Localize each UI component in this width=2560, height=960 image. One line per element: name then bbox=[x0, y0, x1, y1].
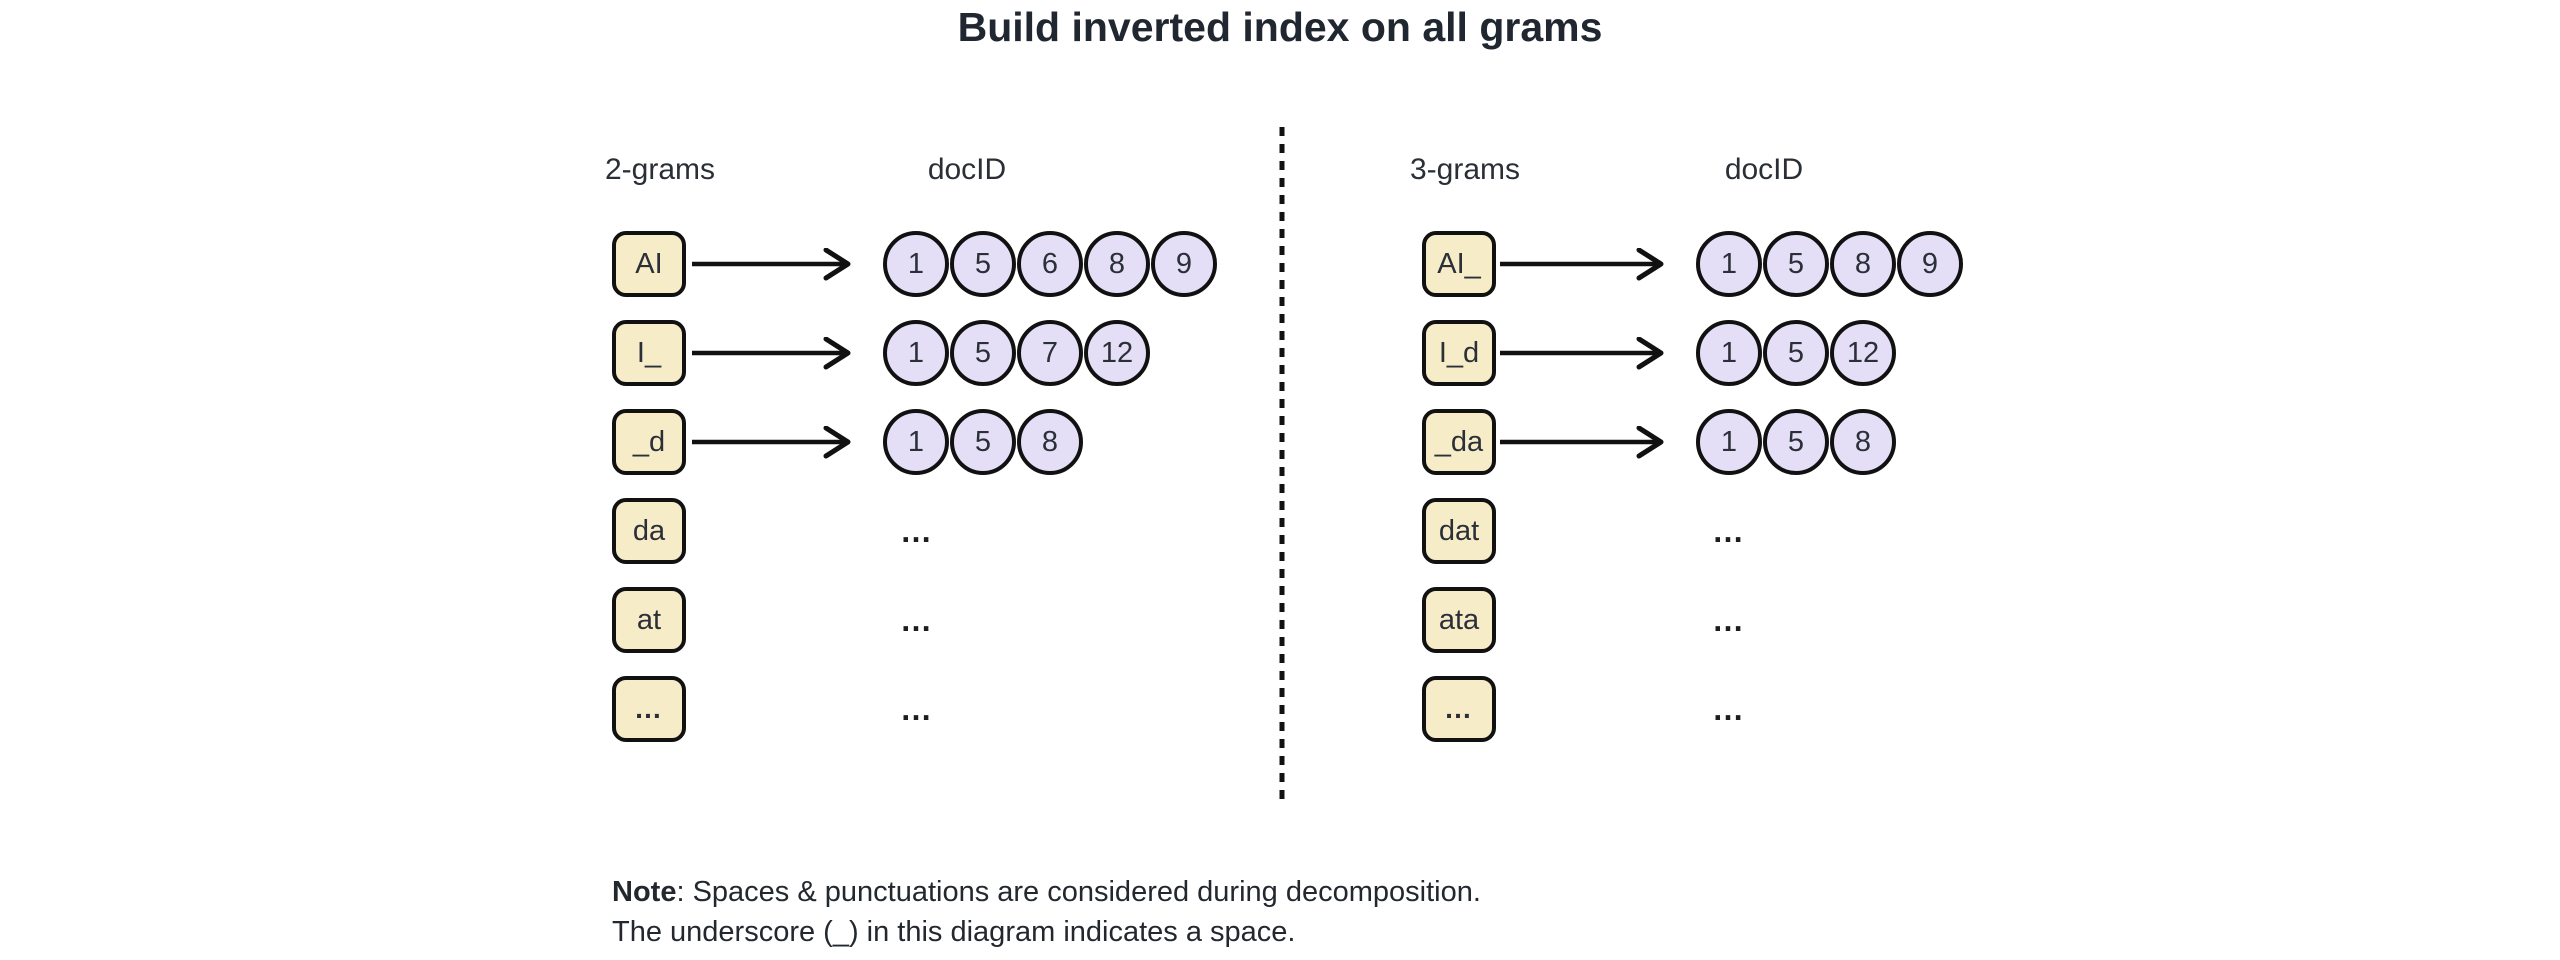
right-gram-box-4: ata bbox=[1422, 587, 1496, 653]
right-docid-ellipsis-4: … bbox=[1712, 602, 1746, 638]
left-docid-circle-0-4: 9 bbox=[1151, 231, 1217, 297]
left-gram-box-5-label: … bbox=[634, 693, 664, 724]
right-gram-box-5-label: … bbox=[1444, 693, 1474, 724]
right-docid-circle-2-2: 8 bbox=[1830, 409, 1896, 475]
right-docid-circle-0-2: 8 bbox=[1830, 231, 1896, 297]
left-gram-box-3: da bbox=[612, 498, 686, 564]
right-docid-ellipsis-5: … bbox=[1712, 691, 1746, 727]
right-docid-circle-2-1: 5 bbox=[1763, 409, 1829, 475]
left-docid-circle-2-2: 8 bbox=[1017, 409, 1083, 475]
note-line-1-text: : Spaces & punctuations are considered d… bbox=[676, 876, 1481, 908]
note-line-1: Note: Spaces & punctuations are consider… bbox=[612, 872, 1481, 912]
left-docid-circle-1-2: 7 bbox=[1017, 320, 1083, 386]
left-docid-circle-1-0: 1 bbox=[883, 320, 949, 386]
right-docid-circle-1-0: 1 bbox=[1696, 320, 1762, 386]
left-docid-circle-2-0: 1 bbox=[883, 409, 949, 475]
left-docid-circle-1-3: 12 bbox=[1084, 320, 1150, 386]
right-gram-box-5: … bbox=[1422, 676, 1496, 742]
right-docid-circle-1-2: 12 bbox=[1830, 320, 1896, 386]
note-label: Note bbox=[612, 876, 677, 908]
right-gram-box-3: dat bbox=[1422, 498, 1496, 564]
left-gram-box-4: at bbox=[612, 587, 686, 653]
note-text: Note: Spaces & punctuations are consider… bbox=[612, 872, 1481, 952]
diagram-title: Build inverted index on all grams bbox=[957, 4, 1603, 50]
right-docid-circle-0-1: 5 bbox=[1763, 231, 1829, 297]
right-docid-circle-1-1: 5 bbox=[1763, 320, 1829, 386]
left-docid-circle-0-3: 8 bbox=[1084, 231, 1150, 297]
left-docid-circle-0-0: 1 bbox=[883, 231, 949, 297]
left-docid-column-header: docID bbox=[927, 153, 1007, 186]
left-gram-box-2: _d bbox=[612, 409, 686, 475]
right-docid-ellipsis-3: … bbox=[1712, 513, 1746, 549]
left-gram-column-header: 2-grams bbox=[604, 153, 716, 186]
right-gram-box-2: _da bbox=[1422, 409, 1496, 475]
right-gram-box-1: I_d bbox=[1422, 320, 1496, 386]
left-docid-ellipsis-5: … bbox=[900, 691, 934, 727]
left-docid-circle-1-1: 5 bbox=[950, 320, 1016, 386]
note-line-2: The underscore (_) in this diagram indic… bbox=[612, 916, 1296, 948]
left-gram-box-5: … bbox=[612, 676, 686, 742]
left-docid-circle-0-1: 5 bbox=[950, 231, 1016, 297]
left-gram-box-1: I_ bbox=[612, 320, 686, 386]
left-docid-ellipsis-3: … bbox=[900, 513, 934, 549]
left-docid-circle-0-2: 6 bbox=[1017, 231, 1083, 297]
right-docid-circle-0-3: 9 bbox=[1897, 231, 1963, 297]
right-gram-box-0: AI_ bbox=[1422, 231, 1496, 297]
left-docid-ellipsis-4: … bbox=[900, 602, 934, 638]
right-docid-circle-0-0: 1 bbox=[1696, 231, 1762, 297]
right-gram-column-header: 3-grams bbox=[1409, 153, 1521, 186]
right-docid-column-header: docID bbox=[1724, 153, 1804, 186]
right-docid-circle-2-0: 1 bbox=[1696, 409, 1762, 475]
left-gram-box-0: AI bbox=[612, 231, 686, 297]
left-docid-circle-2-1: 5 bbox=[950, 409, 1016, 475]
